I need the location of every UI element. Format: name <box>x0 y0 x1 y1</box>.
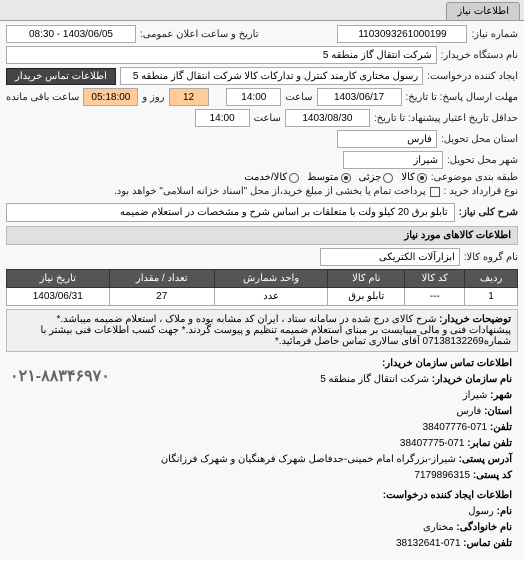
field-group: ابزارآلات الکتریکی <box>320 248 460 266</box>
val-state: فارس <box>456 406 481 417</box>
lbl-buyer: نام دستگاه خریدار: <box>441 50 518 61</box>
lbl-family: نام خانوادگی: <box>456 522 512 533</box>
btn-contact-buyer[interactable]: اطلاعات تماس خریدار <box>6 68 116 85</box>
val-fax: 071-38407775 <box>400 438 465 449</box>
tab-info[interactable]: اطلاعات نیاز <box>446 2 520 20</box>
table-col: نام کالا <box>328 270 405 288</box>
field-buyer: شرکت انتقال گاز منطقه 5 <box>6 46 437 64</box>
field-deadline-date: 1403/06/17 <box>317 88 402 106</box>
table-row: 1---تابلو برقعدد271403/06/31 <box>7 288 518 306</box>
buyer-note-box: توضیحات خریدار: شرح کالای درج شده در سام… <box>6 309 518 352</box>
table-col: ردیف <box>465 270 518 288</box>
lbl-title: شرح کلی نیاز: <box>459 207 518 218</box>
table-cell: 1403/06/31 <box>7 288 110 306</box>
lbl-reqno: شماره نیاز: <box>471 29 518 40</box>
field-loc-state: فارس <box>337 130 437 148</box>
radio-motavaset[interactable]: متوسط <box>307 172 350 183</box>
radio-kala[interactable]: کالا <box>401 172 427 183</box>
table-col: تعداد / مقدار <box>109 270 214 288</box>
lbl-zip: کد پستی: <box>473 470 512 481</box>
lbl-creator: ایجاد کننده درخواست: <box>427 71 518 82</box>
lbl-addr: آدرس پستی: <box>459 454 512 465</box>
table-col: تاریخ نیاز <box>7 270 110 288</box>
chk-treasury[interactable] <box>430 187 440 197</box>
lbl-remain: ساعت باقی مانده <box>6 92 79 103</box>
lbl-org: نام سازمان خریدار: <box>432 374 512 385</box>
section-items: اطلاعات کالاهای مورد نیاز <box>6 226 518 245</box>
lbl-loc-state: استان محل تحویل: <box>441 134 518 145</box>
field-deadline-time: 14:00 <box>226 88 281 106</box>
val-addr: شیراز-بزرگراه امام خمینی-حدفاصل شهرک فره… <box>161 454 456 465</box>
table-col: کد کالا <box>405 270 465 288</box>
table-cell: تابلو برق <box>328 288 405 306</box>
radio-group-budget: کالا جزئی متوسط کالا/خدمت <box>244 172 427 183</box>
lbl-state: استان: <box>484 406 512 417</box>
val-phone: 071-38132641 <box>396 538 461 549</box>
field-reqno: 1103093261000199 <box>337 25 467 43</box>
val-tel: 071-38407776 <box>423 422 488 433</box>
lbl-contract-chk: پرداخت تمام یا بخشی از مبلغ خرید،از محل … <box>114 186 426 197</box>
lbl-tel: تلفن: <box>490 422 512 433</box>
val-city: شیراز <box>463 390 488 401</box>
lbl-city: شهر: <box>490 390 512 401</box>
lbl-budget: طبقه بندی موضوعی: <box>431 172 518 183</box>
table-cell: 27 <box>109 288 214 306</box>
field-validity-date: 1403/08/30 <box>285 109 370 127</box>
field-title: تابلو برق 20 کیلو ولت با متعلقات بر اساس… <box>6 203 455 222</box>
big-phone: ۰۲۱-۸۸۳۴۶۹۷۰ <box>10 366 110 386</box>
table-col: واحد شمارش <box>214 270 327 288</box>
field-loc-city: شیراز <box>343 151 443 169</box>
val-zip: 7179896315 <box>414 470 470 481</box>
lbl-phone: تلفن تماس: <box>463 538 512 549</box>
val-org: شرکت انتقال گاز منطقه 5 <box>320 374 429 385</box>
items-table: ردیفکد کالانام کالاواحد شمارشتعداد / مقد… <box>6 269 518 306</box>
lbl-contract: نوع قرارداد خرید : <box>444 186 518 197</box>
field-creator: رسول مختاری کارمند کنترل و تدارکات کالا … <box>120 67 423 85</box>
table-cell: 1 <box>465 288 518 306</box>
lbl-loc-city: شهر محل تحویل: <box>447 155 518 166</box>
field-days-remain: 12 <box>169 88 209 106</box>
lbl-fax: تلفن نمابر: <box>467 438 512 449</box>
field-time-remain: 05:18:00 <box>83 88 138 106</box>
lbl-pubdate: تاریخ و ساعت اعلان عمومی: <box>140 29 259 40</box>
radio-omde[interactable]: کالا/خدمت <box>244 172 299 183</box>
lbl-validity: حداقل تاریخ اعتبار پیشنهاد: تا تاریخ: <box>374 113 518 124</box>
val-family: مختاری <box>423 522 454 533</box>
radio-jozei[interactable]: جزئی <box>359 172 394 183</box>
lbl-buyer-note: توضیحات خریدار: <box>439 314 511 325</box>
lbl-validity-time: ساعت <box>254 113 281 124</box>
lbl-deadline-time: ساعت <box>285 92 312 103</box>
lbl-days: روز و <box>142 92 164 103</box>
table-cell: عدد <box>214 288 327 306</box>
lbl-deadline: مهلت ارسال پاسخ: تا تاریخ: <box>406 92 518 103</box>
table-cell: --- <box>405 288 465 306</box>
field-validity-time: 14:00 <box>195 109 250 127</box>
req-creator-head: اطلاعات ایجاد کننده درخواست: <box>12 488 512 504</box>
field-pubdate: 1403/06/05 - 08:30 <box>6 25 136 43</box>
lbl-group: نام گروه کالا: <box>464 252 518 263</box>
lbl-name: نام: <box>497 506 512 517</box>
val-name: رسول <box>468 506 494 517</box>
